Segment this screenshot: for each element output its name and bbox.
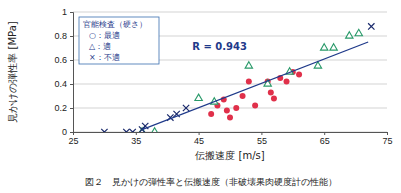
- point: [246, 79, 252, 85]
- axis-line: [74, 133, 388, 136]
- point: [129, 129, 135, 132]
- point: [330, 44, 337, 50]
- tick-label: 0.8: [54, 31, 67, 41]
- tick-mark: [261, 132, 262, 135]
- legend-box: [79, 17, 159, 64]
- tick-label: 0.4: [54, 79, 67, 89]
- tick: 0.8: [54, 31, 73, 41]
- point: [268, 89, 274, 95]
- tick-label: 65: [320, 136, 330, 146]
- point: [233, 105, 239, 111]
- x-axis-title: 伝搬速度 [m/s]: [195, 150, 264, 161]
- title: 図２ 見かけの弾性率と伝搬速度（非破壊果肉硬度計の性能）: [85, 177, 337, 187]
- regression-line: [142, 42, 368, 130]
- tick-label: 45: [194, 136, 204, 146]
- tick: 0: [62, 127, 73, 137]
- tick-mark: [70, 108, 73, 109]
- point: [123, 129, 129, 132]
- tick: 0.2: [54, 103, 73, 113]
- tick-mark: [199, 132, 200, 135]
- point: [271, 95, 277, 101]
- axis-line: [70, 13, 74, 133]
- tick: 65: [320, 132, 330, 146]
- point: [227, 115, 233, 121]
- legend-title: 官能検査（硬さ）: [83, 20, 147, 29]
- tick-label: 0.6: [54, 55, 67, 65]
- grid-line: [73, 12, 387, 13]
- y-axis-title: 見かけの弾性率 [MPa]: [7, 21, 18, 122]
- point: [245, 62, 252, 68]
- grid: [73, 12, 387, 132]
- tick-mark: [70, 84, 73, 85]
- series: [138, 29, 362, 132]
- x-axis: 25 35 45 55 65 75: [68, 132, 392, 146]
- point: [284, 79, 290, 85]
- tick-label: 0.2: [54, 103, 67, 113]
- point: [224, 107, 230, 113]
- y-axis: 0 0.2 0.4 0.6 0.8 1: [54, 7, 73, 137]
- tick-mark: [70, 60, 73, 61]
- tick: 25: [68, 132, 78, 146]
- point: [195, 94, 202, 100]
- point: [252, 103, 258, 109]
- tick: 35: [131, 132, 141, 146]
- tick-label: 25: [68, 136, 78, 146]
- point: [320, 44, 327, 50]
- point: [296, 71, 302, 77]
- tick: 0.6: [54, 55, 73, 65]
- tick: 55: [257, 132, 267, 146]
- tick-label: 0: [62, 127, 67, 137]
- point: [240, 93, 246, 99]
- chart: 25 35 45 55 65 75 0 0.2 0.4 0.6 0.8 1 伝搬速度 [m/s] 見かけの…: [0, 0, 401, 193]
- series: [208, 69, 302, 121]
- tick-mark: [324, 132, 325, 135]
- point: [101, 129, 107, 132]
- tick: 75: [382, 132, 392, 146]
- legend-entry: ○：最適: [89, 31, 120, 40]
- point: [208, 111, 214, 117]
- tick-mark: [70, 12, 73, 13]
- tick-mark: [387, 132, 388, 135]
- point: [368, 23, 374, 29]
- annotation: R = 0.943: [192, 41, 247, 52]
- tick-label: 35: [131, 136, 141, 146]
- tick-mark: [70, 132, 73, 133]
- point: [151, 128, 158, 132]
- tick-label: 75: [382, 136, 392, 146]
- point: [346, 32, 353, 38]
- grid-line: [73, 108, 387, 109]
- plot-background: [73, 12, 387, 132]
- tick: 45: [194, 132, 204, 146]
- tick-label: 1: [62, 7, 67, 17]
- tick-label: 55: [257, 136, 267, 146]
- tick-mark: [70, 36, 73, 37]
- legend-entry: ×：不適: [89, 53, 120, 62]
- legend-entry: △：適: [89, 42, 111, 51]
- tick: 1: [62, 7, 73, 17]
- point: [183, 105, 189, 111]
- legend: 官能検査（硬さ） ○：最適 △：適 ×：不適: [79, 17, 159, 64]
- grid-line: [73, 84, 387, 85]
- tick-mark: [136, 132, 137, 135]
- tick: 0.4: [54, 79, 73, 89]
- point: [355, 29, 362, 35]
